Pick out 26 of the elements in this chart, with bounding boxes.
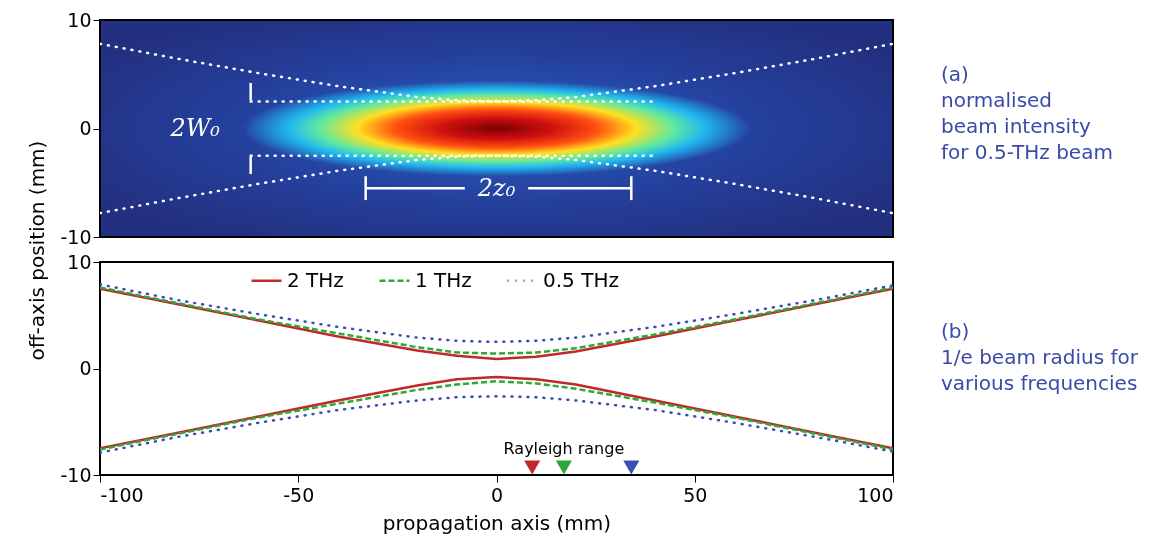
annotation: 2W₀ (169, 113, 221, 142)
legend-label: 1 THz (415, 267, 472, 292)
text: beam intensity (941, 114, 1091, 138)
y-axis-title: off-axis position (mm) (25, 140, 50, 361)
text: normalised (941, 88, 1053, 112)
y-tick-label: 0 (79, 357, 92, 379)
x-tick-label: -100 (100, 483, 144, 506)
legend-label: 0.5 THz (543, 267, 619, 292)
text: (b) (941, 319, 970, 343)
legend-label: 2 THz (287, 267, 344, 292)
y-tick-label: 0 (79, 117, 92, 139)
x-axis-title: propagation axis (mm) (382, 510, 612, 535)
text: 1/e beam radius for (941, 345, 1139, 369)
text: (a) (941, 62, 969, 86)
y-tick-label: -10 (60, 463, 92, 486)
x-tick-label: 0 (490, 483, 504, 506)
x-tick-label: 100 (857, 483, 894, 506)
x-tick-label: -50 (283, 483, 315, 506)
y-tick-label: 10 (67, 250, 92, 273)
annotation: Rayleigh range (503, 439, 625, 459)
x-tick-label: 50 (683, 483, 708, 506)
annotation: 2z₀ (476, 174, 516, 203)
text: various frequencies (941, 371, 1138, 395)
y-tick-label: -10 (60, 225, 92, 248)
text: for 0.5-THz beam (941, 140, 1113, 164)
y-tick-label: 10 (67, 8, 92, 31)
